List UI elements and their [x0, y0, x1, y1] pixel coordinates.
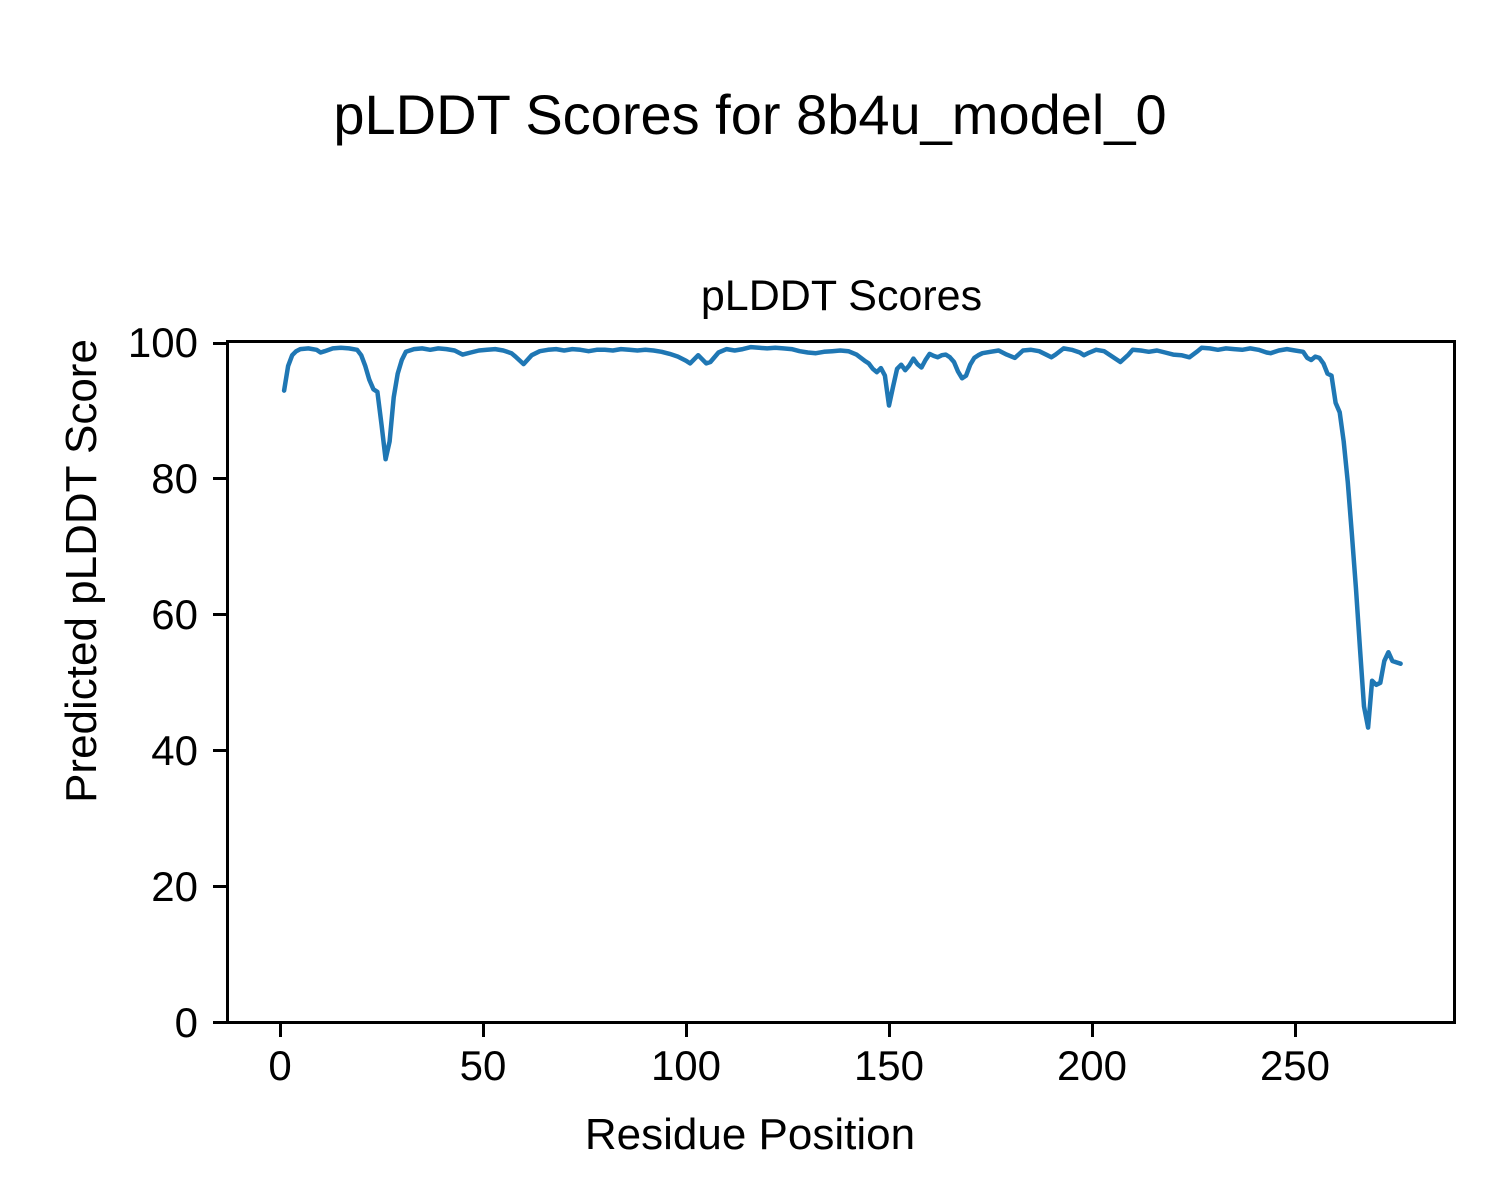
- x-tick-label: 200: [1056, 1042, 1128, 1089]
- x-tick-mark: [1090, 1024, 1094, 1037]
- x-tick-mark: [278, 1024, 282, 1037]
- x-axis-label: Residue Position: [584, 1110, 916, 1159]
- y-tick-label: 20: [151, 862, 198, 910]
- x-tick-mark: [887, 1024, 891, 1037]
- x-tick-mark: [481, 1024, 485, 1037]
- axes-title: pLDDT Scores: [700, 272, 983, 320]
- y-tick-mark: [213, 1021, 226, 1024]
- y-tick-label: 80: [151, 454, 198, 502]
- y-tick-label: 0: [174, 998, 198, 1046]
- y-tick-mark: [213, 341, 226, 345]
- y-tick-mark: [213, 885, 226, 889]
- y-tick-label: 60: [151, 590, 198, 638]
- y-tick-mark: [213, 477, 226, 481]
- plot-area: [226, 340, 1456, 1024]
- figure-title: pLDDT Scores for 8b4u_model_0: [333, 83, 1167, 146]
- y-tick-label: 40: [151, 726, 198, 774]
- y-tick-mark: [213, 749, 226, 753]
- x-tick-label: 50: [459, 1042, 507, 1089]
- x-tick-mark: [684, 1024, 688, 1037]
- x-tick-label: 100: [650, 1042, 722, 1089]
- x-tick-mark: [1293, 1024, 1297, 1037]
- x-tick-label: 0: [268, 1042, 292, 1089]
- x-tick-label: 250: [1259, 1042, 1331, 1089]
- y-tick-label: 100: [127, 319, 198, 366]
- y-tick-mark: [213, 613, 226, 617]
- y-axis-label: Predicted pLDDT Score: [57, 339, 106, 803]
- x-tick-label: 150: [853, 1042, 925, 1089]
